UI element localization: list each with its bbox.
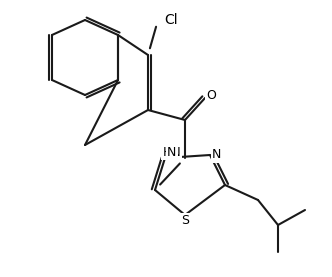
Text: S: S [181, 214, 189, 227]
Text: N: N [212, 148, 221, 161]
Text: N: N [167, 146, 176, 159]
Text: Cl: Cl [165, 13, 178, 27]
Text: HN: HN [162, 146, 181, 159]
Text: O: O [207, 89, 216, 102]
